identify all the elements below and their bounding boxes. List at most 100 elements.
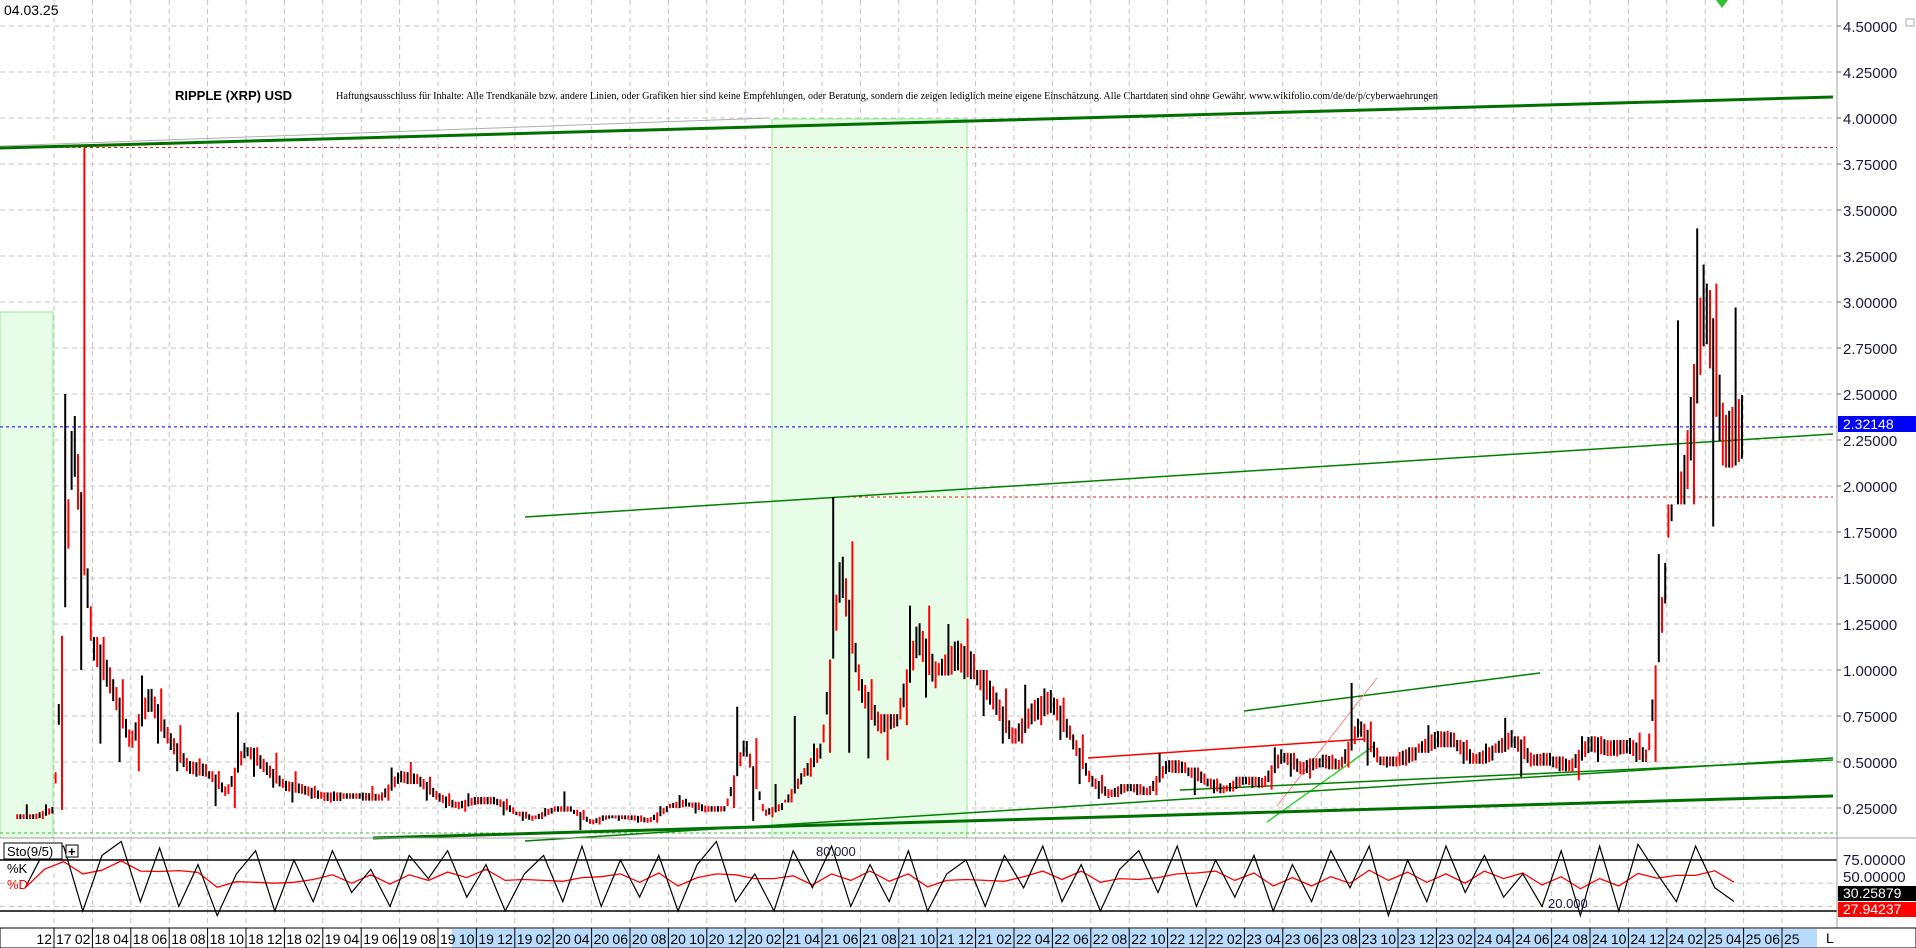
y-tick-label: 2.75000 <box>1843 341 1897 358</box>
k-legend: %K <box>7 861 28 876</box>
time-axis-selection[interactable] <box>452 929 1817 947</box>
x-tick-month: 10 <box>459 931 475 947</box>
x-tick-month: 10 <box>1380 931 1396 947</box>
x-tick-month: 06 <box>612 931 628 947</box>
price-bars <box>16 147 1743 831</box>
y-tick-label: 0.75000 <box>1843 709 1897 726</box>
level-20-label: 20.000 <box>1548 896 1588 911</box>
collapse-icon[interactable] <box>1905 18 1915 27</box>
y-tick-label: 3.75000 <box>1843 157 1897 174</box>
x-tick-month: 02 <box>75 931 91 947</box>
x-tick-year: 24 <box>1515 931 1531 947</box>
x-tick-year: 23 <box>1246 931 1262 947</box>
y-tick-label: 4.25000 <box>1843 65 1897 82</box>
x-tick-year: 25 <box>1784 931 1800 947</box>
pink-trendline[interactable] <box>1276 677 1378 807</box>
stoch-tick-label: 75.00000 <box>1843 852 1906 869</box>
x-tick-month: 12 <box>958 931 974 947</box>
highlight-zones <box>0 118 968 839</box>
y-tick-label: 3.00000 <box>1843 295 1897 312</box>
d-readout: 27.94237 <box>1843 901 1902 917</box>
x-tick-year: 19 <box>517 931 533 947</box>
trendlines[interactable] <box>0 0 1837 842</box>
y-tick-label: 2.50000 <box>1843 387 1897 404</box>
upper-channel-line-2023[interactable] <box>1243 672 1541 712</box>
indicator-label: Sto(9/5) <box>7 844 53 859</box>
x-tick-month: 06 <box>1073 931 1089 947</box>
stoch-d-line <box>24 860 1735 890</box>
red-trendline[interactable] <box>1087 738 1366 759</box>
x-tick-month: 12 <box>497 931 513 947</box>
x-tick-month: 06 <box>1764 931 1780 947</box>
x-tick-month: 10 <box>689 931 705 947</box>
stochastic-panel <box>0 837 1916 918</box>
x-tick-month: 04 <box>113 931 129 947</box>
y-tick-label: 4.50000 <box>1843 19 1897 36</box>
x-tick-month: 02 <box>536 931 552 947</box>
x-tick-year: 20 <box>747 931 763 947</box>
x-tick-year: 23 <box>1438 931 1454 947</box>
x-tick-month: 10 <box>1611 931 1627 947</box>
y-tick-label: 0.50000 <box>1843 755 1897 772</box>
x-tick-month: 02 <box>1688 931 1704 947</box>
x-tick-month: 04 <box>1035 931 1051 947</box>
x-tick-year: 21 <box>862 931 878 947</box>
current-price-box <box>1838 416 1916 432</box>
d-readout-box <box>1838 902 1916 917</box>
add-indicator-button[interactable] <box>65 844 79 858</box>
x-tick-month: 10 <box>920 931 936 947</box>
x-tick-year: 18 <box>248 931 264 947</box>
x-tick-month: 02 <box>1457 931 1473 947</box>
x-tick-month: 12 <box>1649 931 1665 947</box>
x-tick-year: 23 <box>1362 931 1378 947</box>
stoch-tick-label: 50.00000 <box>1843 869 1906 886</box>
indicator-label-box[interactable] <box>3 842 63 860</box>
mid-channel-line[interactable] <box>524 433 1834 518</box>
y-tick-label: 4.00000 <box>1843 111 1897 128</box>
x-tick-month: 02 <box>766 931 782 947</box>
signal-marker-icon <box>1716 0 1728 8</box>
x-tick-year: 22 <box>1208 931 1224 947</box>
x-tick-year: 25 <box>1707 931 1723 947</box>
highlight-zone <box>771 118 968 839</box>
scale-mode-toggle[interactable]: L <box>1826 930 1834 946</box>
x-tick-month: 06 <box>1304 931 1320 947</box>
y-tick-label: 0.25000 <box>1843 801 1897 818</box>
y-tick-label: 1.25000 <box>1843 617 1897 634</box>
x-tick-year: 22 <box>1131 931 1147 947</box>
x-tick-month: 06 <box>1534 931 1550 947</box>
x-tick-month: 08 <box>190 931 206 947</box>
x-tick-year: 24 <box>1554 931 1570 947</box>
x-tick-month: 08 <box>1342 931 1358 947</box>
x-tick-month: 06 <box>843 931 859 947</box>
x-tick-year: 24 <box>1669 931 1685 947</box>
y-tick-label: 3.25000 <box>1843 249 1897 266</box>
x-tick-month: 04 <box>574 931 590 947</box>
x-tick-year: 25 <box>1746 931 1762 947</box>
x-tick-month: 04 <box>804 931 820 947</box>
x-tick-year: 19 <box>325 931 341 947</box>
k-readout-box <box>1838 886 1916 901</box>
x-tick-month: 12 <box>1419 931 1435 947</box>
x-tick-month: 06 <box>152 931 168 947</box>
stoch-k-line <box>24 840 1735 918</box>
x-tick-month: 08 <box>881 931 897 947</box>
y-tick-label: 1.00000 <box>1843 663 1897 680</box>
x-tick-year: 18 <box>94 931 110 947</box>
top-channel-line[interactable] <box>0 95 1834 150</box>
support-trendline-2[interactable] <box>1179 759 1834 791</box>
support-trendline[interactable] <box>524 757 1834 842</box>
gray-dashed-line[interactable] <box>0 117 771 147</box>
x-tick-year: 23 <box>1400 931 1416 947</box>
x-tick-month: 12 <box>728 931 744 947</box>
x-tick-year: 19 <box>478 931 494 947</box>
lower-channel-line[interactable] <box>372 794 1834 840</box>
x-tick-year: 24 <box>1477 931 1493 947</box>
x-tick-year: 21 <box>901 931 917 947</box>
x-tick-month: 08 <box>420 931 436 947</box>
x-tick-year: 23 <box>1323 931 1339 947</box>
x-tick-year: 18 <box>133 931 149 947</box>
chart-date: 04.03.25 <box>4 2 59 18</box>
